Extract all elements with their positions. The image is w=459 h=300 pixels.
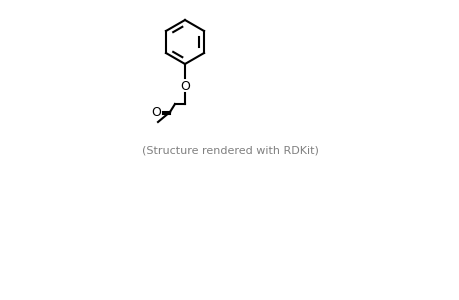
Text: O: O — [179, 80, 190, 92]
Text: O: O — [151, 106, 161, 118]
Text: (Structure rendered with RDKit): (Structure rendered with RDKit) — [141, 145, 318, 155]
